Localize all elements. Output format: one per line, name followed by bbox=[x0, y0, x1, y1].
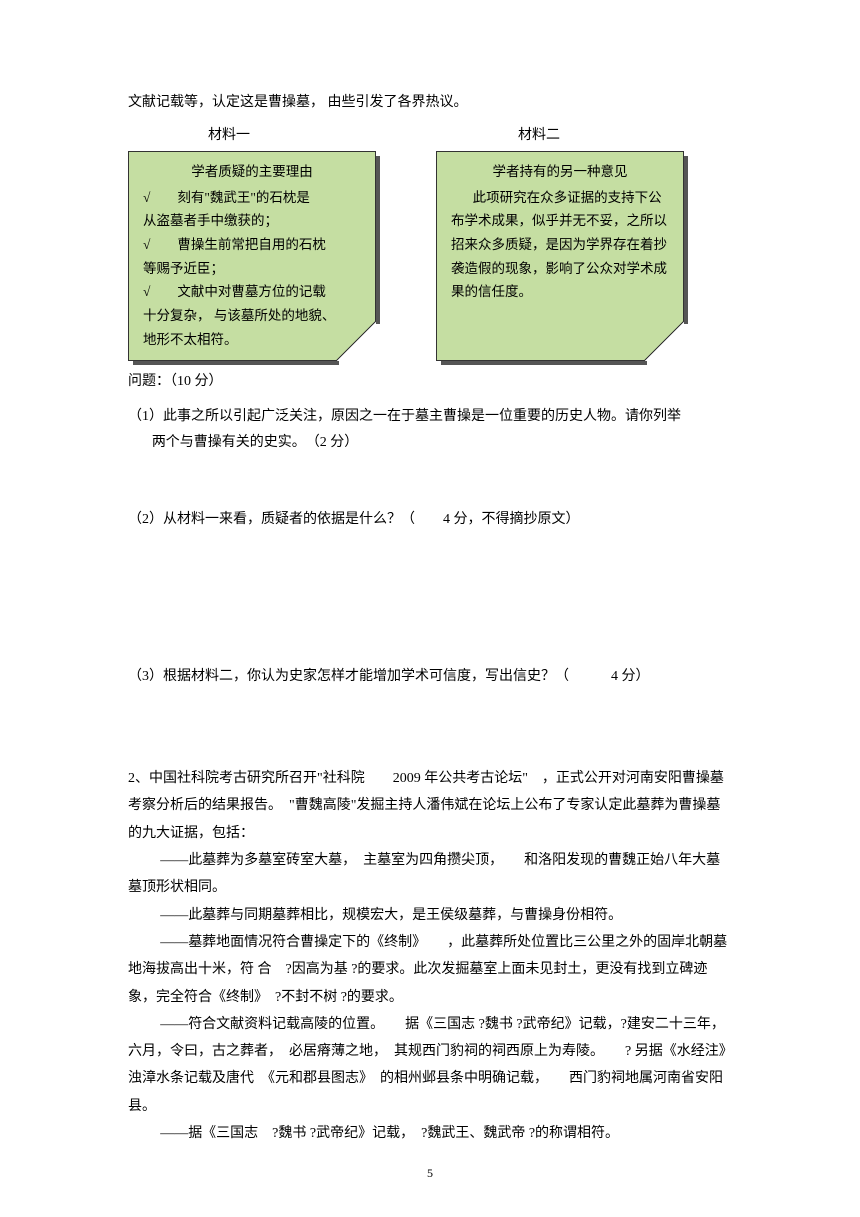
s2-p6: ——据《三国志 ?魏书 ?武帝纪》记载， ?魏武王、魏武帝 ?的称谓相符。 bbox=[128, 1120, 732, 1147]
label-material-1: 材料一 bbox=[208, 123, 250, 150]
page-number: 5 bbox=[0, 1162, 860, 1185]
section-2: 2、中国社科院考古研究所召开"社科院 2009 年公共考古论坛" ，正式公开对河… bbox=[128, 765, 732, 1147]
label-material-2: 材料二 bbox=[518, 123, 560, 150]
s2-p3: ——此墓葬与同期墓葬相比，规模宏大，是王侯级墓葬，与曹操身份相符。 bbox=[128, 902, 732, 929]
note1-line: 地形不太相符。 bbox=[143, 328, 361, 352]
note1-line: √ 文献中对曹墓方位的记载 bbox=[143, 280, 361, 304]
note2-body: 此项研究在众多证据的支持下公布学术成果，似乎并无不妥，之所以招来众多质疑，是因为… bbox=[451, 186, 669, 304]
note1-line: √ 曹操生前常把自用的石枕 bbox=[143, 233, 361, 257]
questions-header: 问题：（10 分） bbox=[128, 369, 732, 396]
note1-line: 从盗墓者手中缴获的； bbox=[143, 209, 361, 233]
s2-p4: ——墓葬地面情况符合曹操定下的《终制》 ，此墓葬所处位置比三公里之外的固岸北朝墓… bbox=[128, 929, 732, 1011]
s2-p2: ——此墓葬为多墓室砖室大墓， 主墓室为四角攒尖顶， 和洛阳发现的曹魏正始八年大墓… bbox=[128, 847, 732, 902]
note1-title: 学者质疑的主要理由 bbox=[143, 160, 361, 184]
question-2: （2）从材料一来看，质疑者的依据是什么？（ 4 分，不得摘抄原文） bbox=[128, 507, 732, 534]
question-1: （1）此事之所以引起广泛关注，原因之一在于墓主曹操是一位重要的历史人物。请你列举… bbox=[128, 404, 732, 457]
s2-p1: 2、中国社科院考古研究所召开"社科院 2009 年公共考古论坛" ，正式公开对河… bbox=[128, 765, 732, 847]
sticky-notes-row: 学者质疑的主要理由 √ 刻有"魏武王"的石枕是 从盗墓者手中缴获的； √ 曹操生… bbox=[128, 151, 732, 361]
note1-line: 等赐予近臣； bbox=[143, 257, 361, 281]
q1-line1: （1）此事之所以引起广泛关注，原因之一在于墓主曹操是一位重要的历史人物。请你列举 bbox=[128, 404, 732, 431]
material-labels: 材料一 材料二 bbox=[128, 123, 732, 150]
note1-line: √ 刻有"魏武王"的石枕是 bbox=[143, 186, 361, 210]
q1-line2: 两个与曹操有关的史实。 （2 分） bbox=[128, 430, 732, 457]
question-3: （3）根据材料二，你认为史家怎样才能增加学术可信度，写出信史？（ 4 分） bbox=[128, 664, 732, 691]
sticky-note-2: 学者持有的另一种意见 此项研究在众多证据的支持下公布学术成果，似乎并无不妥，之所… bbox=[436, 151, 684, 361]
sticky-note-1: 学者质疑的主要理由 √ 刻有"魏武王"的石枕是 从盗墓者手中缴获的； √ 曹操生… bbox=[128, 151, 376, 361]
note2-title: 学者持有的另一种意见 bbox=[451, 160, 669, 184]
intro-text: 文献记载等，认定这是曹操墓， 由些引发了各界热议。 bbox=[128, 90, 732, 117]
note1-line: 十分复杂， 与该墓所处的地貌、 bbox=[143, 304, 361, 328]
s2-p5: ——符合文献资料记载高陵的位置。 据《三国志 ?魏书 ?武帝纪》记载，?建安二十… bbox=[128, 1011, 732, 1120]
